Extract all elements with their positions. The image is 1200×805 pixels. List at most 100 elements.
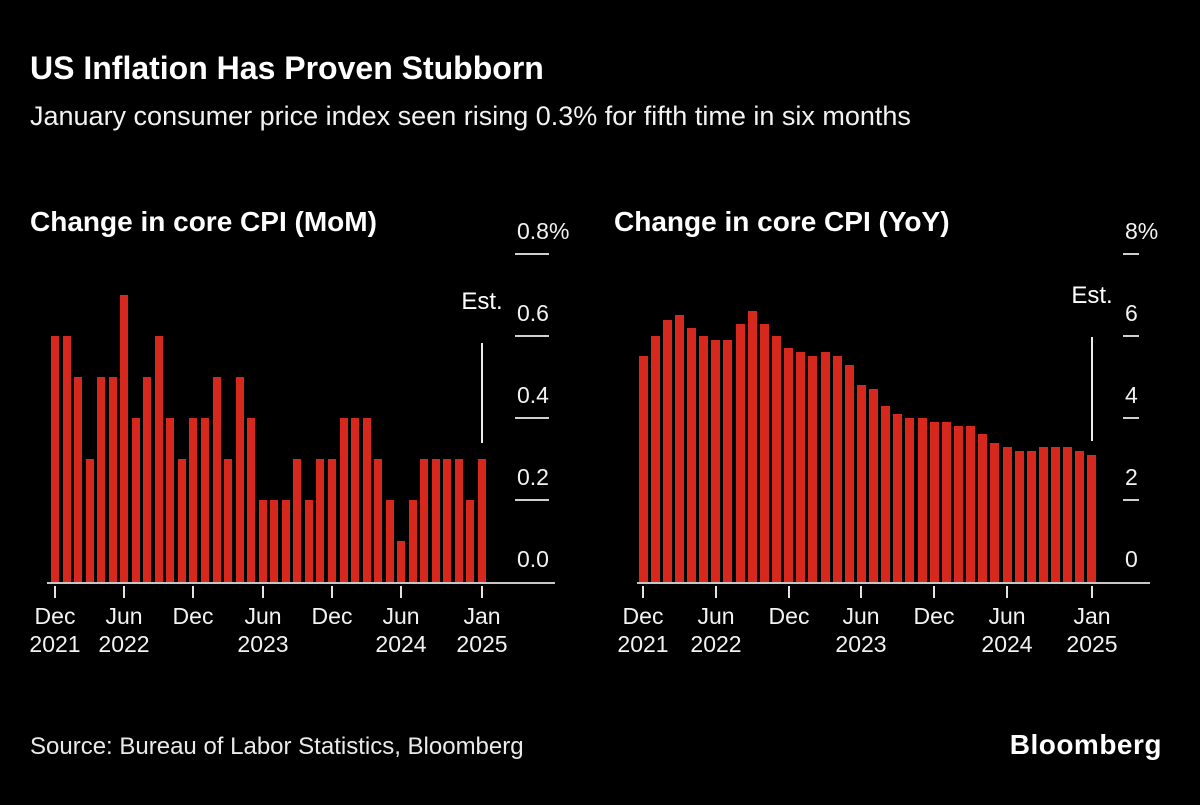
x-tick-mark — [715, 586, 717, 598]
x-tick-mark — [400, 586, 402, 598]
x-tick-mark — [1091, 586, 1093, 598]
x-tick-label: Jan 2025 — [427, 602, 537, 658]
x-tick-mark — [933, 586, 935, 598]
x-tick-year: 2025 — [1066, 631, 1118, 657]
x-tick-label: Jun 2022 — [661, 602, 771, 658]
bar — [639, 356, 648, 582]
y-tick-dash — [515, 335, 549, 337]
x-tick-year: 2022 — [690, 631, 742, 657]
bar — [420, 459, 428, 582]
y-tick-dash — [1123, 499, 1139, 501]
bar — [1027, 451, 1036, 582]
bar — [954, 426, 963, 582]
chart-title-mom: Change in core CPI (MoM) — [30, 206, 377, 237]
bar — [978, 434, 987, 582]
bar — [736, 324, 745, 582]
x-tick-mark — [54, 586, 56, 598]
bar — [120, 295, 128, 582]
x-tick-year: 2025 — [456, 631, 508, 657]
x-tick-label: Jun 2024 — [952, 602, 1062, 658]
x-tick-month: Jun — [988, 603, 1026, 629]
bar — [651, 336, 660, 582]
x-tick-label: Dec 2021 — [588, 602, 698, 658]
y-tick-dash — [515, 499, 549, 501]
bar — [236, 377, 244, 582]
x-tick-month: Dec — [34, 603, 76, 629]
bar — [213, 377, 221, 582]
x-tick-year: 2023 — [835, 631, 887, 657]
bar — [784, 348, 793, 582]
bar — [857, 385, 866, 582]
bar — [687, 328, 696, 582]
bar — [942, 422, 951, 582]
y-tick-label: 0.0 — [517, 546, 549, 572]
x-tick-mark — [331, 586, 333, 598]
bar — [386, 500, 394, 582]
bar — [374, 459, 382, 582]
est-label: Est. — [1071, 282, 1113, 309]
bar — [247, 418, 255, 582]
bar — [224, 459, 232, 582]
bar — [351, 418, 359, 582]
x-tick-mark — [481, 586, 483, 598]
bar — [443, 459, 451, 582]
y-tick-label: 0.6 — [517, 300, 549, 326]
bar — [1075, 451, 1084, 582]
bar — [201, 418, 209, 582]
x-tick-mark — [788, 586, 790, 598]
x-tick-month: Jun — [105, 603, 143, 629]
est-label: Est. — [461, 288, 503, 315]
bar — [74, 377, 82, 582]
bar — [478, 459, 486, 582]
bar — [663, 320, 672, 582]
bar — [675, 315, 684, 582]
bar — [905, 418, 914, 582]
bar — [723, 340, 732, 582]
bar — [316, 459, 324, 582]
y-tick-label: 0.2 — [517, 464, 549, 490]
x-tick-mark — [642, 586, 644, 598]
bar — [772, 336, 781, 582]
x-tick-month: Dec — [768, 603, 810, 629]
x-tick-month: Dec — [311, 603, 353, 629]
bar — [990, 443, 999, 582]
bar — [166, 418, 174, 582]
y-tick-label: 6 — [1125, 300, 1138, 326]
x-axis-line — [637, 582, 1150, 584]
bar — [1039, 447, 1048, 582]
x-tick-month: Jun — [697, 603, 735, 629]
bar — [189, 418, 197, 582]
bar — [869, 389, 878, 582]
bar — [455, 459, 463, 582]
y-tick-dash — [515, 253, 549, 255]
bar — [845, 365, 854, 582]
x-tick-month: Jun — [244, 603, 282, 629]
page-subtitle: January consumer price index seen rising… — [30, 101, 911, 131]
x-tick-mark — [860, 586, 862, 598]
bar — [282, 500, 290, 582]
x-tick-year: 2024 — [981, 631, 1033, 657]
bar — [881, 406, 890, 582]
bar — [178, 459, 186, 582]
y-tick-label: 4 — [1125, 382, 1138, 408]
bar — [293, 459, 301, 582]
bar — [1051, 447, 1060, 582]
bar — [132, 418, 140, 582]
bar — [918, 418, 927, 582]
y-tick-label: 0.8% — [517, 218, 570, 244]
bar — [328, 459, 336, 582]
x-tick-label: Jun 2024 — [346, 602, 456, 658]
y-tick-label: 8% — [1125, 218, 1159, 244]
x-tick-mark — [123, 586, 125, 598]
bar — [466, 500, 474, 582]
est-pointer-line — [1091, 337, 1093, 441]
x-tick-year: 2023 — [237, 631, 289, 657]
x-axis-line — [47, 582, 555, 584]
x-tick-year: 2021 — [617, 631, 669, 657]
bar — [155, 336, 163, 582]
bar — [821, 352, 830, 582]
bar — [305, 500, 313, 582]
source-note: Source: Bureau of Labor Statistics, Bloo… — [30, 733, 524, 760]
bloomberg-logo: Bloomberg — [1009, 729, 1162, 760]
